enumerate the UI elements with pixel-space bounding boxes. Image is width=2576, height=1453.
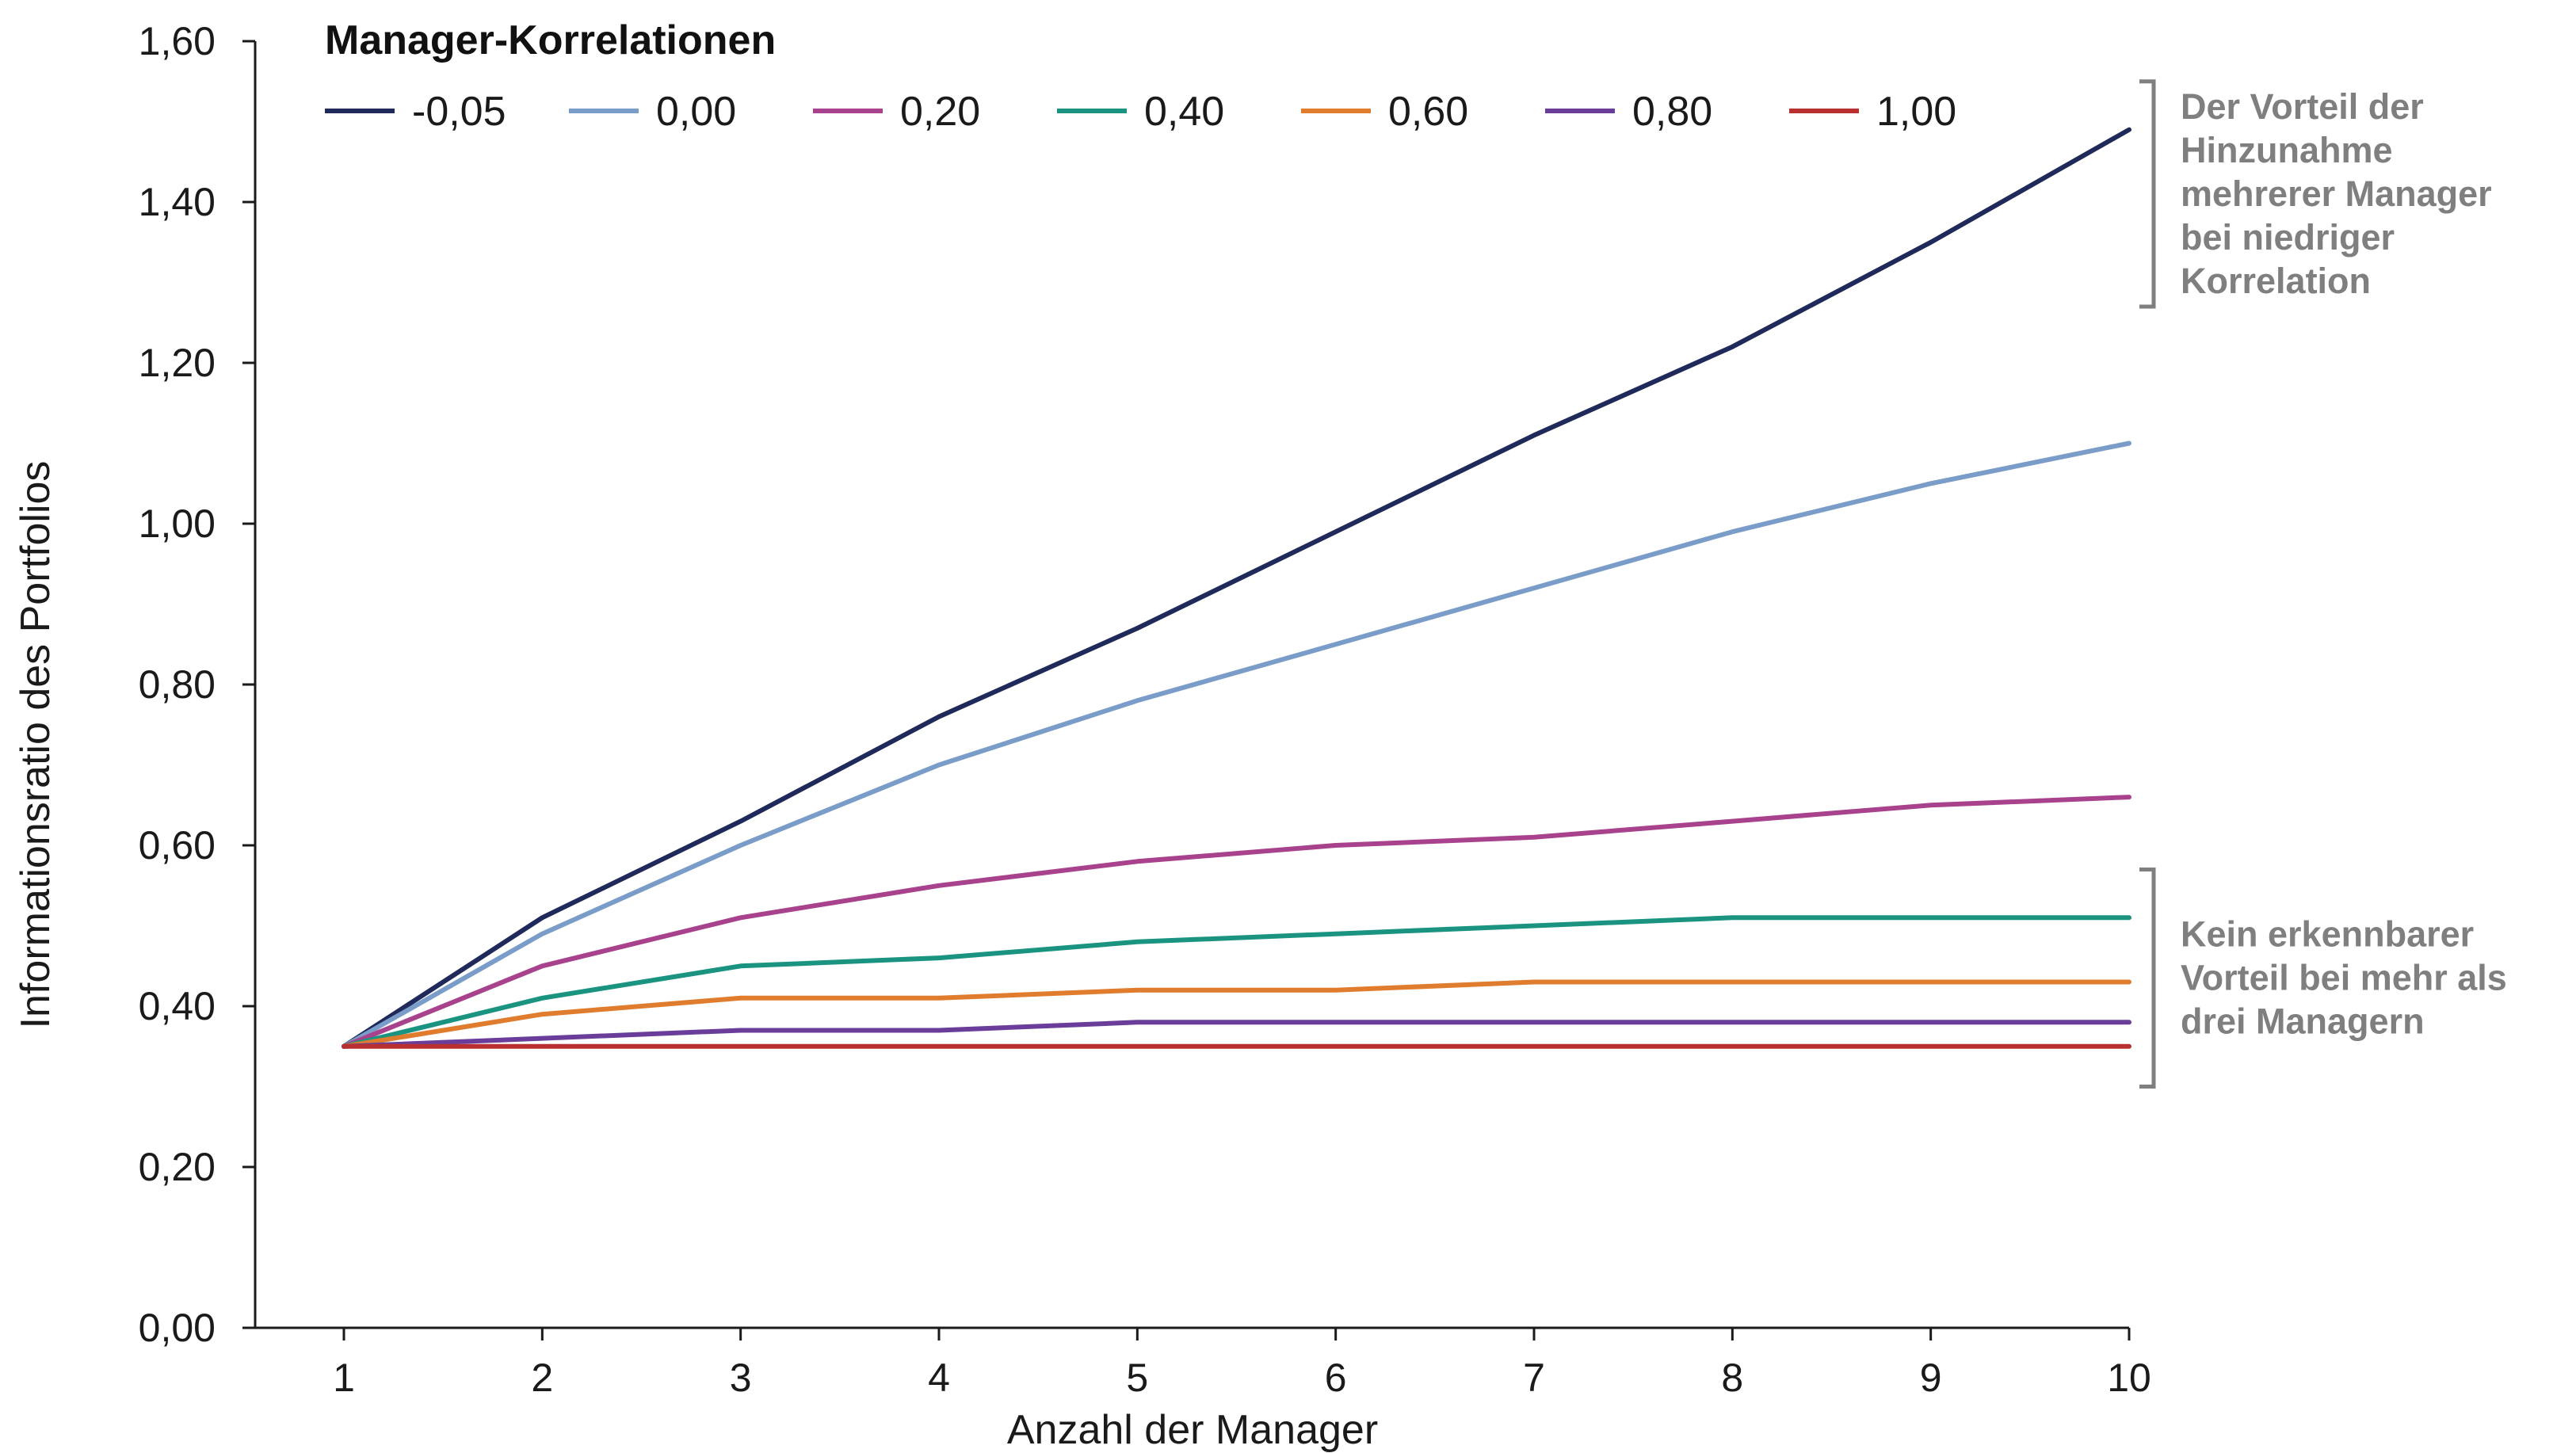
x-tick-label: 1	[333, 1356, 355, 1400]
x-tick-label: 2	[531, 1356, 553, 1400]
y-tick-label: 1,00	[139, 501, 216, 546]
axes: 0,00 0,20 0,40 0,60 0,80 1,00 1,20 1,40 1,60 1 2 3 4…	[139, 19, 2151, 1400]
legend-title: Manager-Korrelationen	[325, 17, 776, 63]
y-tick-label: 0,80	[139, 662, 216, 707]
x-tick-label: 5	[1126, 1356, 1148, 1400]
x-tick-label: 3	[730, 1356, 752, 1400]
y-tick-label: 1,60	[139, 19, 216, 63]
legend-label: 0,20	[900, 89, 980, 135]
series-line-4	[342, 979, 2131, 1049]
legend-label: -0,05	[412, 89, 506, 135]
annotation-text: Kein erkennbarer	[2181, 913, 2474, 954]
legend-label: 0,80	[1632, 89, 1712, 135]
series-lines	[342, 127, 2131, 1049]
x-tick-label: 6	[1325, 1356, 1347, 1400]
legend-label: 1,00	[1876, 89, 1956, 135]
legend: -0,05 0,00 0,20 0,40 0,60 0,80 1,00	[325, 89, 1956, 135]
series-line-2	[342, 795, 2131, 1049]
y-tick-label: 1,40	[139, 180, 216, 224]
y-tick-label: 0,00	[139, 1306, 216, 1350]
series-line-0	[342, 127, 2131, 1049]
y-tick-label: 0,20	[139, 1145, 216, 1189]
legend-label: 0,60	[1388, 89, 1468, 135]
series-line-3	[342, 915, 2131, 1049]
x-tick-label: 7	[1523, 1356, 1545, 1400]
annotation-bracket	[2139, 867, 2156, 1089]
x-tick-label: 4	[928, 1356, 950, 1400]
annotation-text: drei Managern	[2181, 1001, 2425, 1041]
x-tick-label: 10	[2107, 1356, 2151, 1400]
annotation-text: mehrerer Manager	[2181, 174, 2492, 214]
y-tick-label: 1,20	[139, 341, 216, 385]
y-axis-title: Informationsratio des Portfolios	[13, 461, 59, 1029]
x-tick-label: 9	[1920, 1356, 1942, 1400]
annotation-text: bei niedriger	[2181, 217, 2395, 257]
y-tick-label: 0,60	[139, 823, 216, 868]
x-axis-title: Anzahl der Manager	[1007, 1407, 1378, 1453]
annotation-text: Der Vorteil der	[2181, 86, 2424, 127]
annotation-text: Korrelation	[2181, 261, 2371, 301]
legend-label: 0,00	[656, 89, 736, 135]
legend-label: 0,40	[1144, 89, 1224, 135]
annotation-text: Vorteil bei mehr als	[2181, 957, 2507, 997]
annotation-bracket	[2139, 79, 2156, 309]
x-tick-label: 8	[1721, 1356, 1743, 1400]
series-line-5	[342, 1020, 2131, 1049]
series-line-1	[342, 440, 2131, 1049]
annotation-text: Hinzunahme	[2181, 130, 2393, 170]
y-tick-label: 0,40	[139, 984, 216, 1028]
